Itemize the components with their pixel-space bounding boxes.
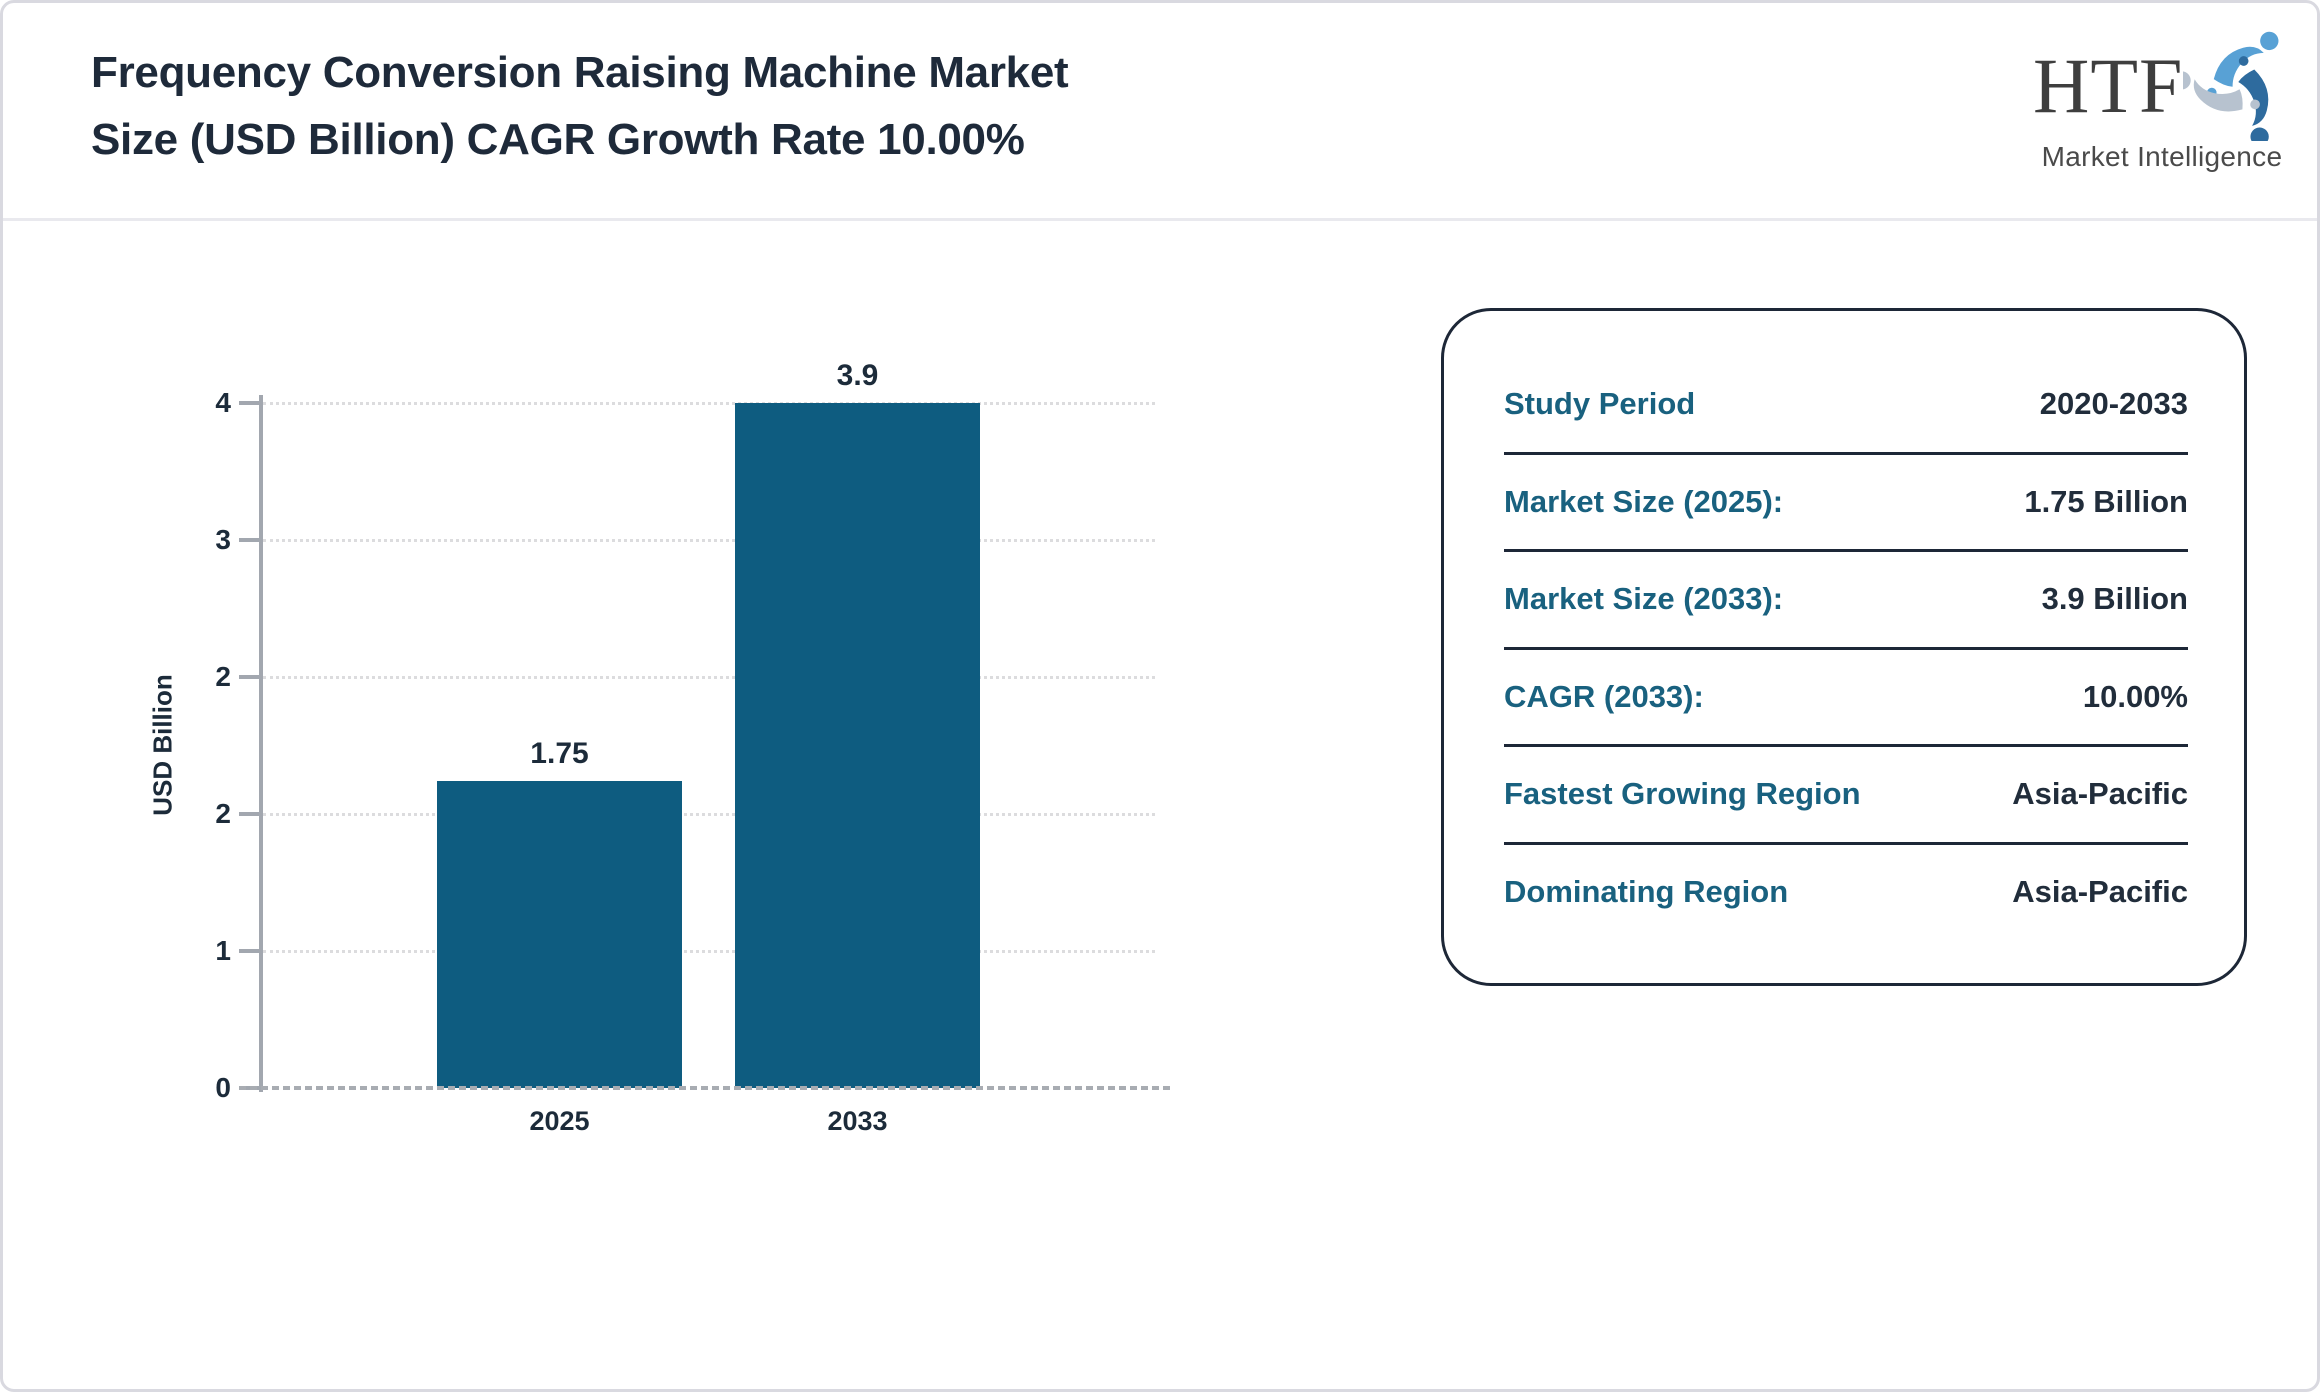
y-tick-label: 2	[215, 661, 231, 692]
info-label: Dominating Region	[1504, 873, 1789, 909]
bar-group: 1.75 2025	[437, 403, 682, 1136]
bar-group: 3.9 2033	[735, 359, 980, 1136]
info-label: Fastest Growing Region	[1504, 776, 1861, 812]
info-panel: Study Period 2020-2033 Market Size (2025…	[1441, 308, 2247, 986]
info-label: Market Size (2025):	[1504, 483, 1784, 519]
logo-row: HTF	[2033, 31, 2291, 141]
info-row: Market Size (2025): 1.75 Billion	[1504, 455, 2188, 552]
y-tick-mark	[239, 949, 261, 953]
bar-value-label: 3.9	[836, 359, 879, 392]
info-row: CAGR (2033): 10.00%	[1504, 650, 2188, 747]
info-value: Asia-Pacific	[2012, 776, 2188, 812]
info-panel-rows: Study Period 2020-2033 Market Size (2025…	[1504, 357, 2188, 939]
info-value: 10.00%	[2082, 678, 2188, 714]
gridline	[263, 950, 1155, 953]
page-title: Frequency Conversion Raising Machine Mar…	[91, 39, 1069, 173]
bar	[735, 403, 980, 1088]
info-value: Asia-Pacific	[2012, 873, 2188, 909]
x-axis-label: 2033	[827, 1106, 888, 1136]
info-row: Market Size (2033): 3.9 Billion	[1504, 552, 2188, 650]
y-tick-mark	[239, 401, 261, 405]
info-value: 1.75 Billion	[2024, 483, 2188, 519]
gridline	[263, 813, 1155, 816]
info-row: Dominating Region Asia-Pacific	[1504, 845, 2188, 940]
logo-subtext: Market Intelligence	[2041, 141, 2283, 172]
info-row: Fastest Growing Region Asia-Pacific	[1504, 747, 2188, 845]
bar-value-label: 1.75	[530, 737, 589, 770]
info-label: CAGR (2033):	[1504, 678, 1704, 714]
y-axis-line	[259, 395, 263, 1092]
bar	[437, 781, 682, 1088]
page-title-line2: Size (USD Billion) CAGR Growth Rate 10.0…	[91, 115, 1025, 164]
y-tick-label: 1	[215, 935, 231, 966]
y-tick-mark	[239, 538, 261, 542]
y-tick-label: 0	[215, 1072, 231, 1103]
y-axis-title: USD Billion	[147, 674, 178, 816]
plot-area: 4 3 2 2 1 0 1.75 2025 3.9 2033	[215, 359, 1173, 1136]
info-label: Study Period	[1504, 386, 1696, 422]
info-row: Study Period 2020-2033	[1504, 357, 2188, 455]
htf-logo: HTF	[2033, 31, 2291, 173]
y-tick-label: 2	[215, 798, 231, 829]
y-tick-label: 4	[215, 387, 231, 418]
page-title-line1: Frequency Conversion Raising Machine Mar…	[91, 48, 1069, 97]
gridline	[263, 676, 1155, 679]
y-tick-mark	[239, 675, 261, 679]
x-axis-baseline	[239, 1086, 1173, 1090]
logo-text: HTF	[2033, 42, 2184, 129]
logo-mark-icon	[2183, 31, 2279, 141]
info-label: Market Size (2033):	[1504, 581, 1784, 617]
y-tick-mark	[239, 812, 261, 816]
info-value: 3.9 Billion	[2041, 581, 2188, 617]
info-value: 2020-2033	[2039, 386, 2188, 422]
gridline	[263, 539, 1155, 542]
y-tick-label: 3	[215, 524, 231, 555]
gridline	[263, 402, 1155, 405]
header-divider	[3, 218, 2317, 221]
x-axis-label: 2025	[529, 1106, 590, 1136]
